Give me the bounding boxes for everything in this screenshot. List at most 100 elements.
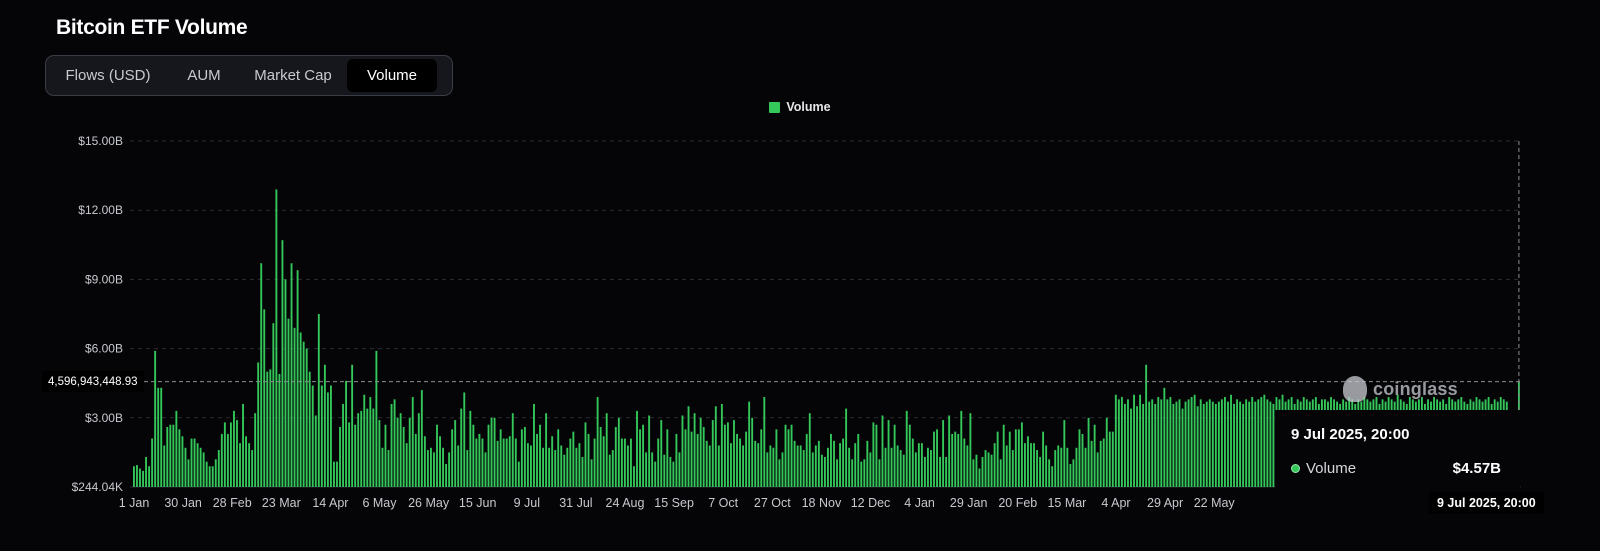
volume-bar (326, 392, 329, 487)
volume-bar (305, 348, 308, 487)
volume-bar (614, 427, 617, 487)
volume-bar (754, 440, 757, 487)
volume-bar (593, 438, 596, 487)
volume-bar (802, 450, 805, 487)
volume-bar (548, 447, 551, 487)
volume-bar (1011, 450, 1014, 487)
volume-bar (381, 447, 384, 487)
volume-bar (196, 443, 199, 487)
tooltip-series-name: Volume (1306, 460, 1357, 477)
volume-bar (1263, 394, 1266, 487)
volume-bar (1042, 431, 1045, 487)
volume-bar (290, 263, 293, 487)
volume-bar (766, 452, 769, 487)
volume-bar (945, 457, 948, 487)
volume-bar (657, 438, 660, 487)
volume-bar (636, 410, 638, 487)
volume-bar (790, 424, 793, 487)
volume-bar (1190, 397, 1193, 487)
volume-bar (1266, 399, 1269, 487)
x-tick-label: 27 Oct (754, 496, 791, 510)
chart-legend[interactable]: Volume (0, 100, 1600, 114)
volume-bar (745, 431, 748, 487)
volume-bar (1193, 394, 1196, 487)
volume-bar (757, 443, 760, 487)
volume-bar (1020, 422, 1023, 487)
volume-bar (617, 417, 620, 487)
volume-bar (1093, 424, 1096, 487)
volume-bar (917, 443, 920, 487)
volume-bar (1105, 417, 1108, 487)
volume-bar (1108, 431, 1111, 487)
volume-bar (836, 459, 838, 487)
volume-bar (975, 454, 978, 487)
volume-bar (881, 415, 884, 487)
x-tick-label: 4 Apr (1101, 496, 1130, 510)
y-tick-label: $244.04K (72, 480, 123, 494)
volume-bar (363, 394, 366, 487)
volume-bar (966, 445, 969, 487)
volume-bar (1269, 401, 1272, 487)
x-axis-ticks: 1 Jan 30 Jan 28 Feb 23 Mar 14 Apr 6 May 26 May… (119, 496, 1236, 510)
volume-bar (433, 452, 435, 487)
volume-bar (736, 433, 738, 487)
volume-bar (799, 445, 802, 487)
volume-bar (608, 454, 611, 487)
volume-bar (296, 270, 299, 487)
volume-bar (605, 413, 608, 487)
volume-bar (345, 380, 348, 487)
volume-bar (808, 413, 811, 487)
volume-bar (872, 422, 875, 487)
volume-bar (1124, 403, 1126, 487)
tab-aum[interactable]: AUM (187, 67, 221, 84)
volume-bar (390, 403, 393, 487)
volume-bar (681, 415, 684, 487)
volume-bar (508, 436, 511, 487)
volume-bar (1017, 429, 1020, 487)
volume-bar (490, 417, 493, 487)
volume-bar (914, 452, 917, 487)
volume-bar (366, 408, 369, 487)
volume-bar (1248, 401, 1251, 487)
volume-bar (999, 459, 1002, 487)
volume-bar (372, 408, 375, 487)
volume-bar (887, 420, 890, 487)
volume-bar (996, 431, 999, 487)
volume-bar (1205, 401, 1208, 487)
x-tick-label: 4 Jan (904, 496, 935, 510)
volume-bar (375, 350, 378, 487)
volume-bar (633, 466, 635, 487)
volume-bar (136, 465, 138, 487)
volume-bar (1084, 447, 1087, 487)
volume-bar (1233, 403, 1235, 487)
tab-flows-usd[interactable]: Flows (USD) (65, 67, 151, 84)
volume-bar (672, 461, 675, 487)
volume-bar (814, 445, 817, 487)
volume-bar (720, 403, 723, 487)
volume-bar (778, 459, 781, 487)
volume-bar (1060, 447, 1063, 487)
volume-bar (1117, 399, 1120, 487)
coinglass-watermark: coinglass (1343, 376, 1458, 402)
volume-bar (466, 450, 469, 487)
volume-bar (854, 443, 857, 487)
tooltip-date: 9 Jul 2025, 20:00 (1291, 426, 1410, 443)
volume-bar (357, 413, 360, 487)
volume-bar (1211, 401, 1214, 487)
volume-bar (184, 447, 187, 487)
volume-bar (354, 424, 357, 487)
volume-bar (1023, 443, 1026, 487)
tab-market-cap[interactable]: Market Cap (254, 67, 332, 84)
tab-volume[interactable]: Volume (347, 59, 437, 92)
volume-bar (411, 397, 414, 487)
volume-bar (317, 314, 320, 487)
volume-bar (827, 447, 829, 487)
metric-tab-group: Flows (USD) AUM Market Cap Volume (45, 55, 453, 96)
volume-bar (236, 420, 238, 487)
volume-bar (475, 438, 478, 487)
volume-bar (642, 424, 645, 487)
volume-bar (920, 443, 923, 487)
volume-bar (1214, 403, 1217, 487)
volume-bar (187, 459, 190, 487)
volume-bar (787, 429, 790, 487)
